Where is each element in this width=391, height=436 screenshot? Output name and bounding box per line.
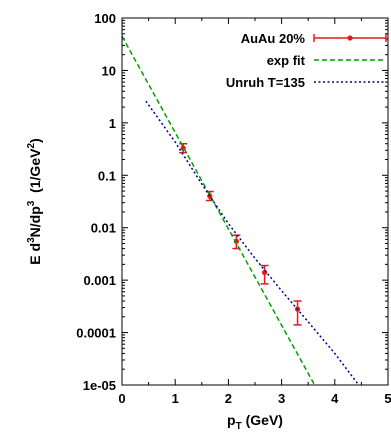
legend-swatch-point: [347, 35, 353, 41]
x-tick-label: 0: [118, 391, 125, 406]
y-axis-label-prefix: E d: [27, 243, 43, 265]
x-axis-label-sub: T: [236, 421, 242, 432]
series-line-unruh-t-135: [145, 100, 360, 385]
series-line-exp-fit: [122, 35, 316, 385]
y-tick-label: 1: [109, 116, 116, 131]
x-axis-label-main: p: [227, 412, 236, 428]
series-layer: [122, 35, 360, 385]
x-tick-label: 4: [331, 391, 339, 406]
y-tick-label: 0.01: [91, 221, 116, 236]
y-tick-labels: 1e-05 0.0001 0.001 0.01 0.1 1 10 100: [76, 11, 116, 393]
y-axis-label-mid: N/dp: [27, 206, 43, 237]
y-tick-label: 0.0001: [76, 326, 116, 341]
plot-frame: [121, 17, 389, 386]
x-tick-label: 2: [225, 391, 232, 406]
x-tick-label: 1: [172, 391, 179, 406]
x-tick-label: 5: [384, 391, 391, 406]
y-tick-label: 1e-05: [83, 378, 116, 393]
y-tick-label: 100: [94, 11, 116, 26]
y-axis-label-unit-close: ): [27, 138, 43, 143]
y-tick-label: 0.1: [98, 168, 116, 183]
legend-label: AuAu 20%: [241, 31, 306, 46]
y-axis-label-sup3: 2: [26, 143, 37, 149]
legend-label: Unruh T=135: [226, 75, 305, 90]
y-axis-label-unit-open: (1/GeV: [27, 148, 43, 201]
x-tick-labels: 0 1 2 3 4 5: [118, 391, 391, 406]
axis-ticks: [121, 17, 389, 386]
y-tick-label: 10: [102, 63, 116, 78]
y-axis-label-sup1: 3: [26, 237, 37, 243]
y-axis-label-sup2: 3: [26, 200, 37, 206]
x-axis-label: pT (GeV): [227, 412, 283, 432]
x-axis-label-unit: (GeV): [242, 412, 283, 428]
x-tick-label: 3: [278, 391, 285, 406]
y-tick-label: 0.001: [83, 273, 116, 288]
legend: AuAu 20% exp fit Unruh T=135: [226, 31, 387, 90]
legend-label: exp fit: [267, 53, 306, 68]
y-axis-label: E d3N/dp3 (1/GeV2): [26, 138, 43, 264]
